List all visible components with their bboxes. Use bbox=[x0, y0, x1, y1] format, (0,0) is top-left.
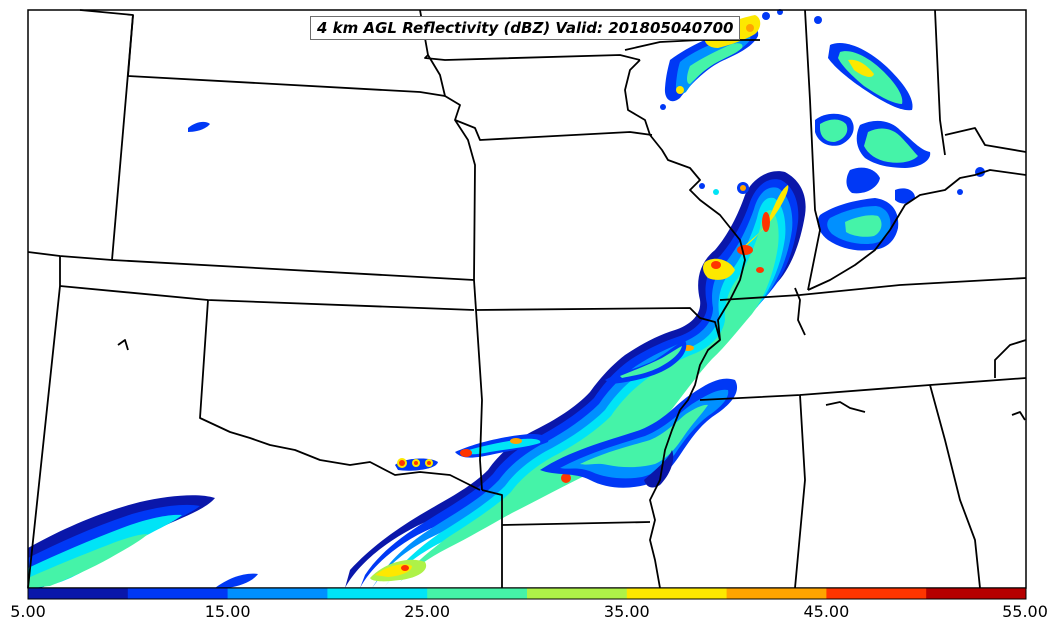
echo-northeast bbox=[815, 42, 931, 251]
colorbar-segment bbox=[527, 588, 628, 599]
colorbar-segment bbox=[926, 588, 1027, 599]
colorbar bbox=[27, 587, 1027, 600]
colorbar-tick-label: 55.00 bbox=[1002, 602, 1048, 621]
colorbar-tick-label: 35.00 bbox=[603, 602, 650, 621]
reflectivity-echoes bbox=[28, 9, 985, 588]
echo-southwest-band bbox=[28, 495, 258, 588]
state-boundaries bbox=[27, 9, 1027, 589]
colorbar-segment bbox=[626, 588, 728, 599]
echo-south-band bbox=[540, 378, 738, 488]
colorbar-frame bbox=[27, 587, 1027, 600]
colorbar-segment bbox=[127, 588, 229, 599]
colorbar-segment bbox=[726, 588, 827, 599]
colorbar-tick-label: 45.00 bbox=[803, 602, 850, 621]
colorbar-tick-label: 15.00 bbox=[204, 602, 251, 621]
colorbar-tick-label: 25.00 bbox=[404, 602, 451, 621]
colorbar-segment bbox=[826, 588, 927, 599]
colorbar-segment bbox=[327, 588, 428, 599]
colorbar-segment bbox=[28, 588, 129, 599]
colorbar-segment bbox=[427, 588, 528, 599]
map-title: 4 km AGL Reflectivity (dBZ) Valid: 20180… bbox=[310, 16, 741, 40]
echo-oklahoma-cells bbox=[395, 340, 687, 471]
colorbar-segment bbox=[227, 588, 328, 599]
colorbar-tick-label: 5.00 bbox=[10, 602, 46, 621]
